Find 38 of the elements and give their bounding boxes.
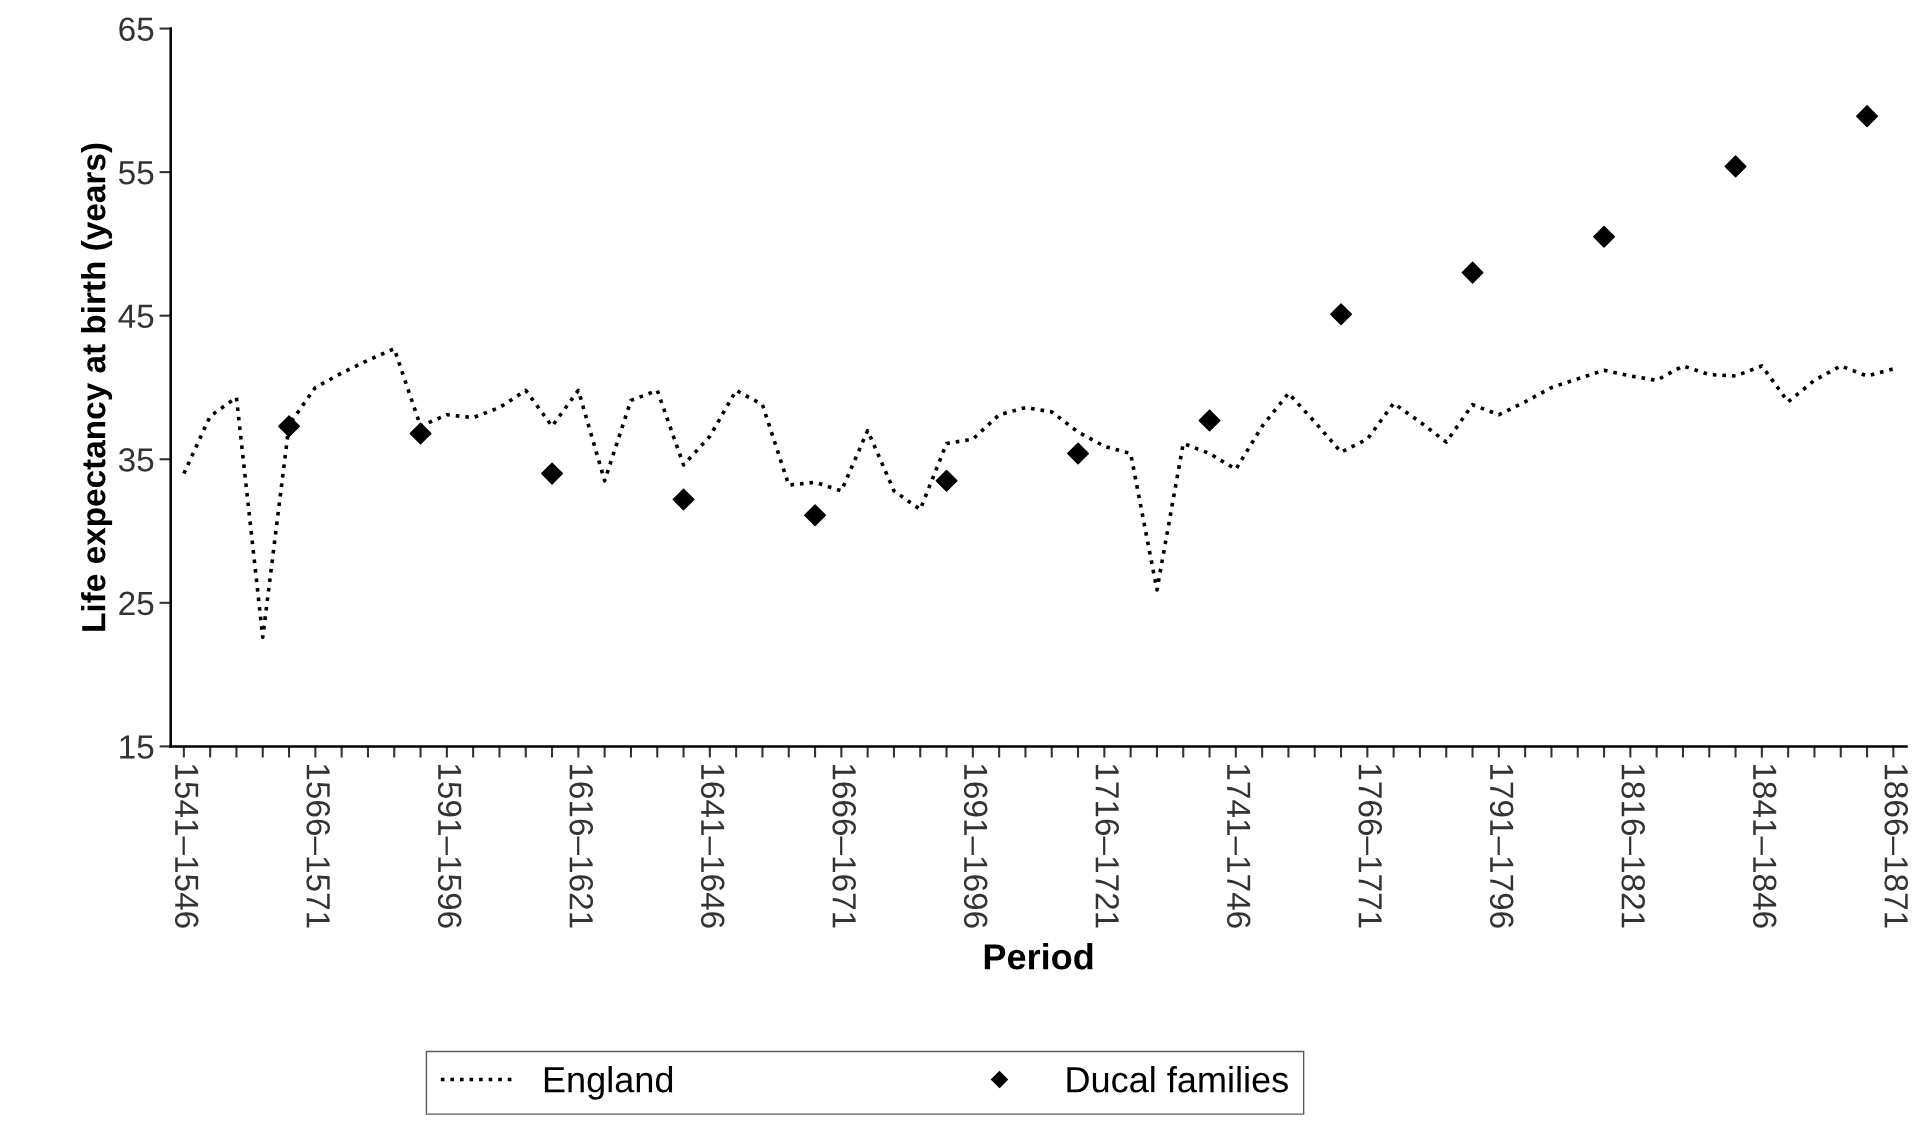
point bbox=[1330, 303, 1353, 326]
point bbox=[935, 469, 958, 492]
point bbox=[1067, 442, 1090, 465]
y-axis-title: Life expectancy at birth (years) bbox=[81, 143, 113, 631]
x-tick-label: 1666–1671 bbox=[832, 764, 856, 928]
point bbox=[1461, 261, 1484, 284]
x-tick-label: 1766–1771 bbox=[1358, 764, 1382, 928]
point bbox=[1724, 155, 1747, 178]
legend-label: England bbox=[544, 1066, 673, 1100]
point bbox=[1593, 225, 1616, 248]
x-tick-label: 1841–1846 bbox=[1752, 764, 1777, 928]
point bbox=[278, 415, 301, 438]
legend-label: Ducal families bbox=[1067, 1066, 1288, 1093]
x-tick-label: 1791–1796 bbox=[1489, 764, 1514, 928]
point bbox=[1198, 409, 1221, 432]
x-tick-label: 1616–1621 bbox=[569, 764, 594, 928]
point bbox=[541, 462, 564, 485]
y-tick-label: 15 bbox=[120, 735, 154, 759]
x-tick-label: 1866–1871 bbox=[1884, 764, 1908, 928]
y-tick-label: 55 bbox=[118, 161, 154, 185]
point bbox=[409, 422, 432, 445]
y-tick-label: 35 bbox=[118, 448, 154, 472]
x-axis-title: Period bbox=[984, 943, 1093, 970]
y-tick-label: 25 bbox=[119, 591, 154, 616]
line-series bbox=[182, 346, 1896, 640]
x-tick-label: 1816–1821 bbox=[1621, 764, 1645, 928]
x-tick-label: 1566–1571 bbox=[306, 764, 331, 928]
y-tick-label: 65 bbox=[119, 17, 154, 41]
point bbox=[804, 504, 827, 527]
y-tick-label: 45 bbox=[118, 304, 154, 329]
x-tick-label: 1716–1721 bbox=[1095, 764, 1119, 928]
x-tick-label: 1591–1596 bbox=[437, 764, 462, 928]
point bbox=[672, 488, 695, 511]
x-tick-label: 1741–1746 bbox=[1226, 764, 1251, 928]
point bbox=[1856, 105, 1879, 128]
x-tick-label: 1641–1646 bbox=[700, 764, 725, 928]
x-tick-label: 1541–1546 bbox=[174, 764, 199, 928]
x-tick-label: 1691–1696 bbox=[963, 764, 988, 928]
